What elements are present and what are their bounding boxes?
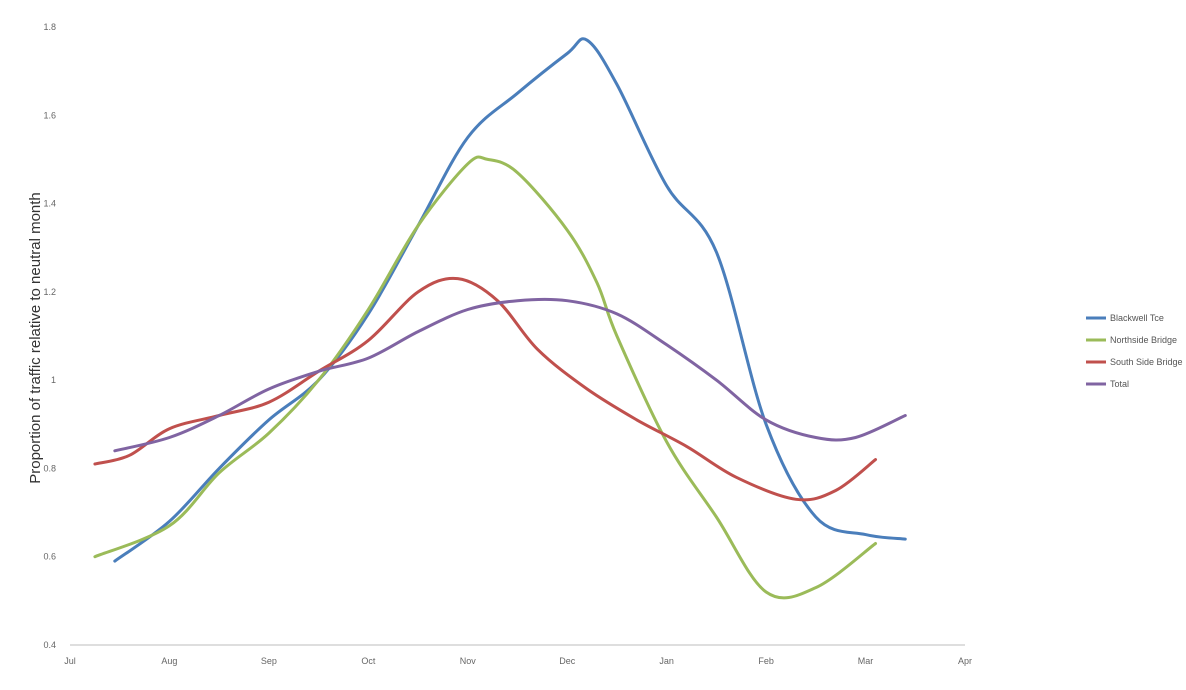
y-tick-label: 0.8 <box>43 463 56 473</box>
x-tick-label: Nov <box>460 656 477 666</box>
legend-label: Northside Bridge <box>1110 335 1177 345</box>
y-tick-label: 0.4 <box>43 640 56 650</box>
x-tick-label: Aug <box>161 656 177 666</box>
x-tick-label: Feb <box>758 656 774 666</box>
x-tick-label: Apr <box>958 656 972 666</box>
y-tick-label: 1.4 <box>43 199 56 209</box>
x-tick-label: Dec <box>559 656 576 666</box>
x-tick-label: Oct <box>361 656 376 666</box>
x-tick-labels: Jul Aug Sep Oct Nov Dec Jan Feb Mar Apr <box>64 656 972 666</box>
series-lines <box>93 37 907 600</box>
series-line-2 <box>93 155 877 600</box>
legend: Blackwell Tce Northside Bridge South Side … <box>1086 313 1183 389</box>
series-line-4 <box>113 297 907 453</box>
y-tick-label: 1.8 <box>43 22 56 32</box>
legend-label: South Side Bridge <box>1110 357 1183 367</box>
series-line-1 <box>113 37 907 563</box>
y-axis-label: Proportion of traffic relative to neutra… <box>27 192 44 484</box>
y-tick-label: 0.6 <box>43 552 56 562</box>
legend-label: Blackwell Tce <box>1110 313 1164 323</box>
x-tick-label: Jul <box>64 656 76 666</box>
y-tick-label: 1.6 <box>43 110 56 120</box>
series-line-3 <box>93 276 877 502</box>
y-tick-label: 1.2 <box>43 287 56 297</box>
legend-label: Total <box>1110 379 1129 389</box>
x-tick-label: Mar <box>858 656 874 666</box>
x-tick-label: Jan <box>659 656 674 666</box>
y-tick-label: 1 <box>51 375 56 385</box>
x-tick-label: Sep <box>261 656 277 666</box>
y-tick-labels: 0.4 0.6 0.8 1 1.2 1.4 1.6 1.8 <box>43 22 56 650</box>
